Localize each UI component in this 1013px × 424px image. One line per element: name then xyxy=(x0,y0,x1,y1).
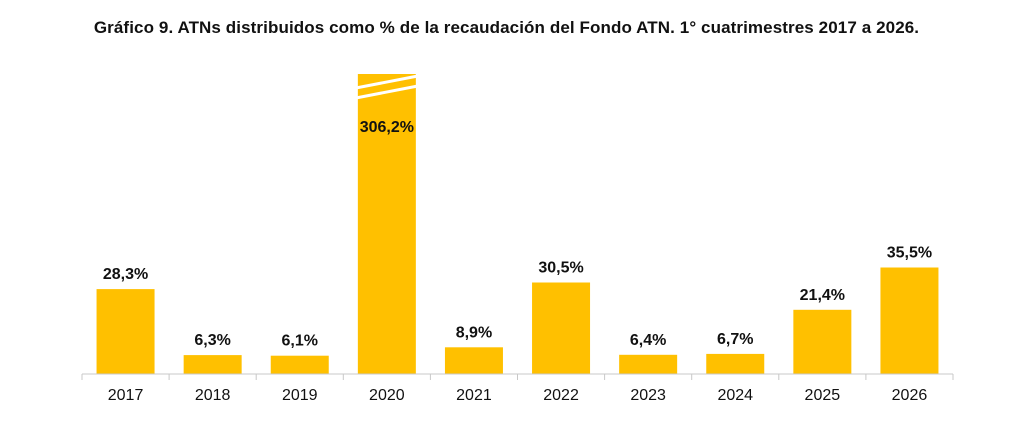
bar-2022 xyxy=(532,282,591,374)
data-label-2024: 6,7% xyxy=(717,331,753,348)
data-label-2021: 8,9% xyxy=(456,324,492,341)
bar-2023 xyxy=(619,354,678,374)
x-tick-label-2019: 2019 xyxy=(282,387,318,404)
bars-group xyxy=(96,74,939,374)
bar-2026 xyxy=(880,267,939,374)
data-label-2018: 6,3% xyxy=(194,332,230,349)
data-label-2026: 35,5% xyxy=(887,245,932,262)
bar-2025 xyxy=(793,309,852,374)
data-label-2020: 306,2% xyxy=(360,119,414,136)
x-tick-labels: 2017 2018 2019 2020 2021 2022 2023 2024 2025 2026 xyxy=(108,387,928,404)
x-tick-label-2018: 2018 xyxy=(195,387,231,404)
x-tick-label-2026: 2026 xyxy=(892,387,928,404)
x-tick-label-2020: 2020 xyxy=(369,387,405,404)
axis-break-mark xyxy=(355,74,419,90)
x-tick-marks xyxy=(81,374,954,380)
data-labels-group: 28,3% 6,3% 6,1% 306,2% 8,9% 30,5% 6,4% 6,7% 21,4… xyxy=(103,119,932,350)
bar-2021 xyxy=(444,347,503,374)
x-tick-label-2017: 2017 xyxy=(108,387,144,404)
data-label-2017: 28,3% xyxy=(103,266,148,283)
data-label-2022: 30,5% xyxy=(538,260,583,277)
x-tick-label-2023: 2023 xyxy=(630,387,666,404)
bar-2018 xyxy=(183,355,242,374)
x-tick-label-2024: 2024 xyxy=(717,387,753,404)
data-label-2023: 6,4% xyxy=(630,332,666,349)
chart-title: Gráfico 9. ATNs distribuidos como % de l… xyxy=(93,18,920,37)
bar-2020 xyxy=(357,74,416,374)
x-tick-label-2022: 2022 xyxy=(543,387,579,404)
data-label-2025: 21,4% xyxy=(800,287,845,304)
bar-2024 xyxy=(706,353,765,374)
axis-break-mark xyxy=(355,84,419,100)
x-tick-label-2025: 2025 xyxy=(805,387,841,404)
x-tick-label-2021: 2021 xyxy=(456,387,492,404)
bar-2019 xyxy=(270,355,329,374)
bar-2017 xyxy=(96,289,155,374)
axis-break-group xyxy=(355,74,419,100)
data-label-2019: 6,1% xyxy=(282,333,318,350)
